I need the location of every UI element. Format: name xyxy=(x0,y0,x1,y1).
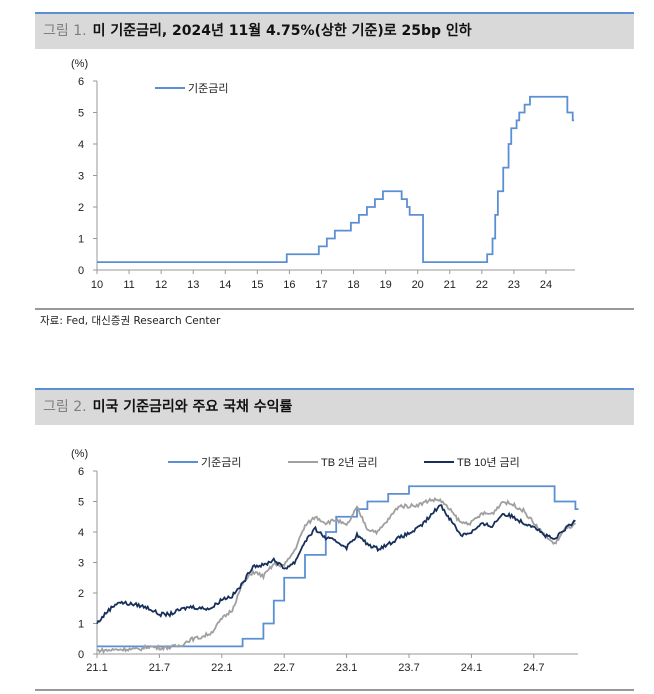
figure1-header: 그림 1. 미 기준금리, 2024년 11월 4.75%(상한 기준)로 25b… xyxy=(35,12,634,49)
x-tick-label: 23.7 xyxy=(398,662,419,674)
y-tick-label: 6 xyxy=(78,466,84,478)
x-tick-label: 11 xyxy=(123,279,134,291)
figure1-number: 그림 1. xyxy=(43,23,87,39)
legend-label: 기준금리 xyxy=(188,82,228,95)
figure2-title: 미국 기준금리와 주요 국채 수익률 xyxy=(92,399,293,415)
figure2-header: 그림 2. 미국 기준금리와 주요 국채 수익률 xyxy=(35,388,634,425)
y-tick-label: 5 xyxy=(78,108,84,120)
figure2-number: 그림 2. xyxy=(43,399,87,415)
y-tick-label: 2 xyxy=(78,202,84,214)
x-tick-label: 18 xyxy=(347,279,359,291)
x-tick-label: 21.1 xyxy=(86,662,107,674)
series-line-1 xyxy=(97,485,579,648)
y-unit-label: (%) xyxy=(71,58,88,70)
y-tick-label: 0 xyxy=(78,265,84,277)
figure1-title: 미 기준금리, 2024년 11월 4.75%(상한 기준)로 25bp 인하 xyxy=(92,23,472,39)
x-tick-label: 12 xyxy=(155,279,167,291)
x-tick-label: 13 xyxy=(187,279,199,291)
series-line-3 xyxy=(96,504,576,625)
y-tick-label: 3 xyxy=(78,558,84,570)
series-line-1 xyxy=(97,95,575,264)
legend-label: TB 10년 금리 xyxy=(457,456,520,469)
x-tick-label: 17 xyxy=(315,279,327,291)
x-tick-label: 23 xyxy=(508,279,520,291)
y-tick-label: 5 xyxy=(78,497,84,509)
y-tick-label: 4 xyxy=(78,139,84,151)
x-tick-label: 24 xyxy=(540,279,552,291)
y-tick-label: 1 xyxy=(78,234,84,246)
x-tick-label: 20 xyxy=(412,279,424,291)
chart-2: (%) 0 1 2 3 4 5 6 21.1 21.7 22.1 22.7 23.1 23.7 24.1 24… xyxy=(71,448,579,674)
y-tick-label: 4 xyxy=(78,527,84,539)
y-tick-label: 2 xyxy=(78,588,84,600)
x-tick-label: 21.7 xyxy=(149,662,170,674)
x-tick-label: 19 xyxy=(380,279,392,291)
x-tick-label: 22.7 xyxy=(273,662,294,674)
x-tick-label: 21 xyxy=(444,279,456,291)
x-tick-label: 15 xyxy=(251,279,263,291)
x-tick-label: 22.1 xyxy=(211,662,232,674)
x-tick-label: 14 xyxy=(219,279,231,291)
y-tick-label: 1 xyxy=(78,619,84,631)
x-tick-label: 10 xyxy=(91,279,103,291)
legend-label: 기준금리 xyxy=(201,456,241,469)
x-tick-label: 22 xyxy=(476,279,488,291)
y-tick-label: 6 xyxy=(78,76,84,88)
x-tick-label: 24.7 xyxy=(523,662,544,674)
y-tick-label: 0 xyxy=(78,649,84,661)
y-tick-label: 3 xyxy=(78,171,84,183)
legend-label: TB 2년 금리 xyxy=(321,456,378,469)
x-tick-label: 23.1 xyxy=(336,662,357,674)
x-tick-label: 16 xyxy=(283,279,295,291)
figure1-source: 자료: Fed, 대신증권 Research Center xyxy=(40,315,221,327)
x-tick-label: 24.1 xyxy=(461,662,482,674)
series-line-2 xyxy=(96,496,576,655)
y-unit-label: (%) xyxy=(71,448,88,460)
